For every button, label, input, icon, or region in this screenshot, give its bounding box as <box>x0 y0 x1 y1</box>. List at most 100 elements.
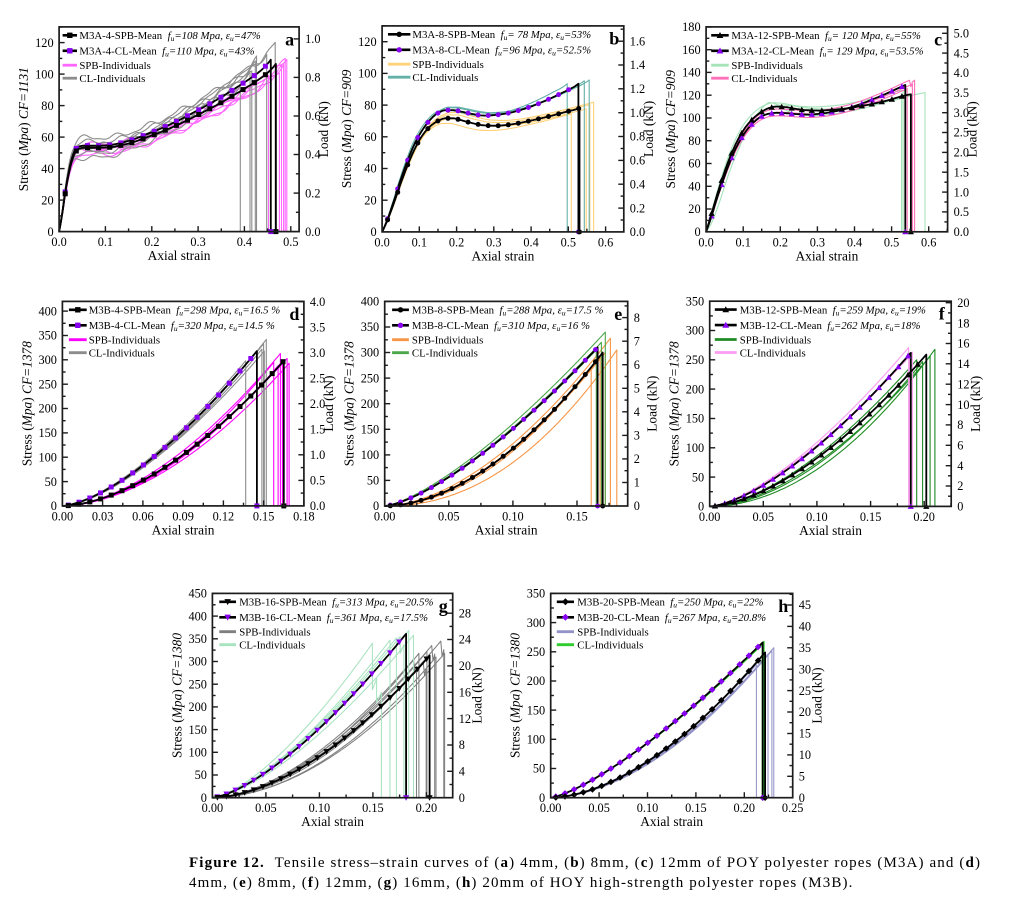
svg-text:60: 60 <box>364 130 376 144</box>
svg-text:0: 0 <box>698 500 704 514</box>
svg-text:CL-Individuals: CL-Individuals <box>731 73 797 85</box>
svg-text:0.25: 0.25 <box>782 801 804 815</box>
svg-text:Load (kN): Load (kN) <box>641 101 656 157</box>
svg-text:0.10: 0.10 <box>637 801 659 815</box>
svg-text:2: 2 <box>634 452 640 466</box>
svg-text:0.5: 0.5 <box>310 474 325 488</box>
svg-text:300: 300 <box>361 346 379 360</box>
svg-text:5.0: 5.0 <box>954 27 969 41</box>
svg-text:1.0: 1.0 <box>630 106 645 120</box>
svg-text:M3B-8-SPB-Mean fu=288 Mpa, εu: M3B-8-SPB-Mean fu=288 Mpa, εu=17.5 % <box>412 305 604 318</box>
svg-text:0.15: 0.15 <box>362 801 384 815</box>
svg-text:120: 120 <box>358 35 376 49</box>
svg-text:0.5: 0.5 <box>283 235 298 249</box>
svg-text:1.0: 1.0 <box>305 32 320 46</box>
svg-text:0.6: 0.6 <box>630 154 645 168</box>
svg-text:8: 8 <box>634 311 640 325</box>
svg-text:35: 35 <box>799 641 811 655</box>
svg-text:1.5: 1.5 <box>954 165 969 179</box>
svg-text:150: 150 <box>686 412 704 426</box>
svg-text:Stress (Mpa) CF=1378: Stress (Mpa) CF=1378 <box>19 341 34 466</box>
svg-text:0.10: 0.10 <box>806 510 828 524</box>
svg-text:Stress (Mpa) CF=1380: Stress (Mpa) CF=1380 <box>508 633 523 758</box>
svg-text:M3A-12-SPB-Mean fu= 120 Mpa,: M3A-12-SPB-Mean fu= 120 Mpa, εu=55% <box>731 30 920 43</box>
svg-text:SPB-Individuals: SPB-Individuals <box>412 335 483 347</box>
svg-text:20: 20 <box>799 705 811 719</box>
svg-text:0.0: 0.0 <box>51 235 66 249</box>
svg-text:Stress (Mpa) CF=1378: Stress (Mpa) CF=1378 <box>667 341 682 466</box>
svg-text:300: 300 <box>188 655 206 669</box>
svg-text:120: 120 <box>682 88 700 102</box>
svg-text:3.5: 3.5 <box>310 320 325 334</box>
svg-text:0: 0 <box>373 499 379 513</box>
svg-text:50: 50 <box>533 762 545 776</box>
svg-text:120: 120 <box>35 36 53 50</box>
svg-text:20: 20 <box>364 193 376 207</box>
svg-text:SPB-Individuals: SPB-Individuals <box>89 335 160 347</box>
svg-text:Stress (Mpa) CF=1378: Stress (Mpa) CF=1378 <box>342 341 357 466</box>
svg-text:0.00: 0.00 <box>374 510 396 524</box>
svg-text:M3B-4-SPB-Mean fu=298 Mpa, εu: M3B-4-SPB-Mean fu=298 Mpa, εu=16.5 % <box>89 305 281 318</box>
svg-text:60: 60 <box>688 157 700 171</box>
svg-text:0.6: 0.6 <box>921 235 936 249</box>
svg-text:0.00: 0.00 <box>52 509 74 523</box>
svg-text:M3B-20-CL-Mean fu=267 Mpa, εu: M3B-20-CL-Mean fu=267 Mpa, εu=20.8% <box>577 612 766 625</box>
svg-text:100: 100 <box>38 450 56 464</box>
svg-text:f: f <box>939 304 946 324</box>
svg-text:Stress (Mpa) CF=909: Stress (Mpa) CF=909 <box>339 69 354 188</box>
svg-text:24: 24 <box>459 633 471 647</box>
svg-text:0.4: 0.4 <box>237 235 252 249</box>
svg-text:SPB-Individuals: SPB-Individuals <box>412 59 483 71</box>
svg-text:10: 10 <box>957 398 969 412</box>
svg-text:25: 25 <box>799 684 811 698</box>
svg-text:20: 20 <box>459 659 471 673</box>
svg-text:0.15: 0.15 <box>253 509 275 523</box>
svg-text:8: 8 <box>957 418 963 432</box>
svg-text:250: 250 <box>188 677 206 691</box>
svg-text:0.15: 0.15 <box>860 510 882 524</box>
svg-text:Load (kN): Load (kN) <box>965 101 980 157</box>
svg-text:400: 400 <box>38 304 56 318</box>
svg-text:4.5: 4.5 <box>954 46 969 60</box>
svg-text:300: 300 <box>38 353 56 367</box>
svg-text:80: 80 <box>364 98 376 112</box>
svg-text:0.3: 0.3 <box>486 235 501 249</box>
svg-text:0.4: 0.4 <box>523 235 538 249</box>
svg-text:0: 0 <box>201 791 207 805</box>
svg-text:140: 140 <box>682 66 700 80</box>
svg-text:20: 20 <box>957 296 969 310</box>
svg-text:SPB-Individuals: SPB-Individuals <box>79 60 150 72</box>
svg-text:0.05: 0.05 <box>255 801 277 815</box>
svg-text:80: 80 <box>688 134 700 148</box>
svg-text:50: 50 <box>45 475 57 489</box>
svg-text:200: 200 <box>361 397 379 411</box>
svg-text:0.05: 0.05 <box>753 510 775 524</box>
svg-text:0.20: 0.20 <box>913 510 935 524</box>
svg-text:0.5: 0.5 <box>884 235 899 249</box>
svg-text:350: 350 <box>361 320 379 334</box>
svg-text:0.8: 0.8 <box>305 71 320 85</box>
svg-text:20: 20 <box>688 202 700 216</box>
svg-text:3.5: 3.5 <box>954 86 969 100</box>
svg-text:CL-Individuals: CL-Individuals <box>79 73 145 85</box>
svg-text:1.0: 1.0 <box>310 448 325 462</box>
svg-text:M3B-8-CL-Mean fu=310 Mpa, εu=: M3B-8-CL-Mean fu=310 Mpa, εu=16 % <box>412 320 590 333</box>
svg-text:0.18: 0.18 <box>293 509 315 523</box>
svg-text:Stress (Mpa) CF=1380: Stress (Mpa) CF=1380 <box>169 633 184 758</box>
svg-text:Axial strain: Axial strain <box>475 523 538 538</box>
svg-text:M3B-12-CL-Mean fu=262 Mpa, εu: M3B-12-CL-Mean fu=262 Mpa, εu=18% <box>740 320 921 333</box>
svg-text:SPB-Individuals: SPB-Individuals <box>740 334 811 346</box>
svg-text:0.10: 0.10 <box>309 801 331 815</box>
svg-text:Load (kN): Load (kN) <box>470 667 485 723</box>
svg-text:M3A-12-CL-Mean fu= 129 Mpa, ε: M3A-12-CL-Mean fu= 129 Mpa, εu=53.5% <box>731 46 923 59</box>
svg-text:0.1: 0.1 <box>98 235 113 249</box>
svg-text:350: 350 <box>686 294 704 308</box>
svg-text:Load (kN): Load (kN) <box>645 376 660 432</box>
svg-text:100: 100 <box>188 746 206 760</box>
svg-text:60: 60 <box>41 130 53 144</box>
svg-text:0.3: 0.3 <box>190 235 205 249</box>
svg-text:a: a <box>285 29 294 49</box>
svg-text:40: 40 <box>799 620 811 634</box>
svg-text:0.2: 0.2 <box>305 186 320 200</box>
svg-text:150: 150 <box>38 426 56 440</box>
